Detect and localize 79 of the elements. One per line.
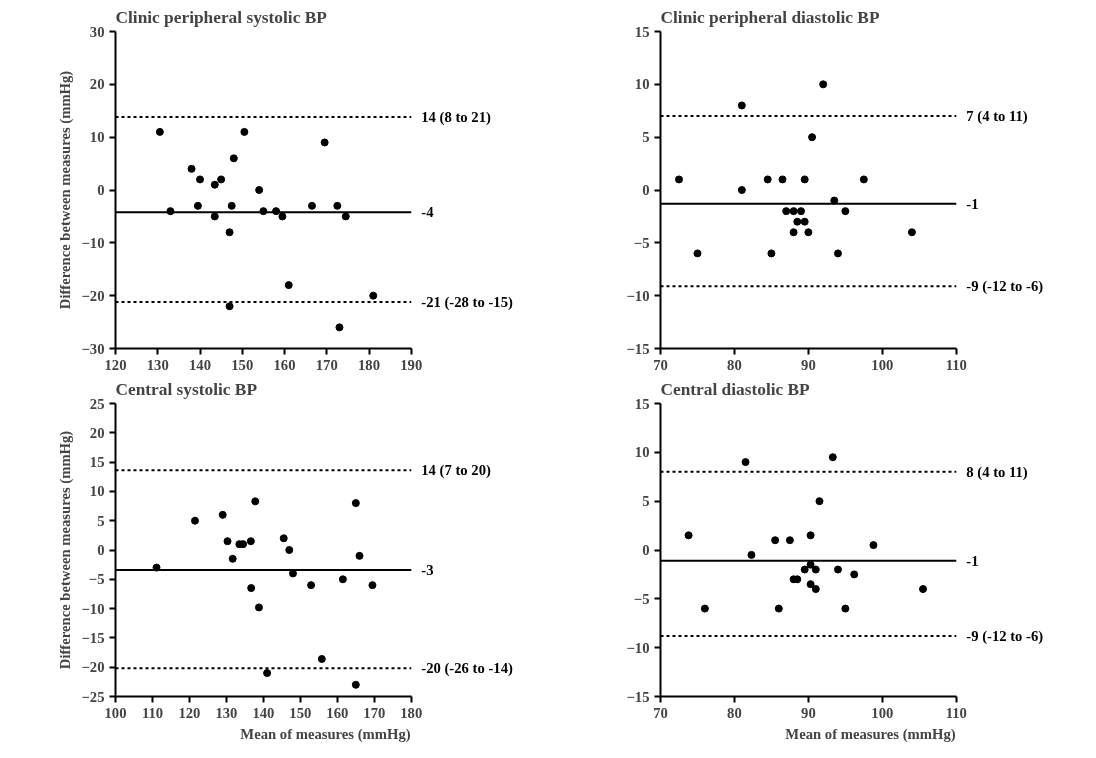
y-tick-label: 5	[642, 129, 650, 146]
ref-line-label: -1	[966, 195, 979, 212]
x-tick-label: 110	[141, 704, 164, 721]
y-axis-title: Difference between measures (mmHg)	[57, 430, 75, 670]
y-tick-label: 20	[89, 76, 105, 93]
y-tick-label: −10	[81, 600, 105, 617]
y-tick-label: 0	[642, 542, 650, 558]
x-tick-label: 100	[871, 704, 894, 721]
y-tick-label: 30	[89, 23, 105, 40]
y-tick-label: 0	[642, 182, 650, 198]
x-axis-title: Mean of measures (mmHg)	[785, 725, 956, 743]
x-tick-label: 170	[315, 356, 338, 373]
x-tick-label: 140	[189, 356, 211, 373]
x-tick-label: 70	[653, 356, 668, 373]
x-tick-label: 80	[727, 704, 742, 721]
ref-line-label: 7 (4 to 11)	[966, 108, 1028, 126]
chart-title: Clinic peripheral diastolic BP	[660, 7, 880, 27]
x-tick-label: 110	[945, 356, 967, 373]
y-axis-title: Difference between measures (mmHg)	[57, 70, 75, 310]
y-tick-label: −15	[626, 688, 650, 705]
x-tick-label: 180	[358, 356, 381, 373]
x-tick-label: 190	[400, 356, 423, 373]
chart-title: Central diastolic BP	[660, 379, 811, 399]
x-tick-label: 130	[146, 356, 169, 373]
y-tick-label: −20	[81, 659, 105, 676]
x-tick-label: 170	[363, 704, 386, 721]
y-tick-label: 15	[634, 395, 650, 412]
x-tick-label: 90	[801, 704, 816, 721]
x-tick-label: 180	[400, 704, 423, 721]
y-tick-label: 25	[89, 395, 105, 412]
ref-line-label: 8 (4 to 11)	[966, 463, 1028, 481]
x-axis-title: Mean of measures (mmHg)	[240, 725, 411, 743]
ref-line-label: -20 (-26 to -14)	[421, 660, 513, 678]
y-tick-label: −15	[81, 629, 105, 646]
y-tick-label: −30	[81, 340, 105, 357]
y-tick-label: −25	[81, 688, 105, 705]
chart-title: Central systolic BP	[115, 379, 258, 399]
ref-line-label: -4	[421, 204, 435, 221]
ref-line-label: -1	[966, 552, 979, 569]
y-tick-label: 10	[634, 444, 650, 461]
y-tick-label: 0	[97, 542, 105, 558]
x-tick-label: 130	[215, 704, 238, 721]
x-tick-label: 120	[178, 704, 201, 721]
x-tick-label: 100	[104, 704, 127, 721]
y-tick-label: 15	[89, 454, 105, 471]
y-tick-label: 10	[634, 76, 650, 93]
ref-line-label: -21 (-28 to -15)	[421, 294, 513, 312]
x-tick-label: 80	[727, 356, 742, 373]
x-tick-label: 100	[871, 356, 894, 373]
ref-line-label: 14 (8 to 21)	[421, 109, 491, 127]
ref-line-label: 14 (7 to 20)	[421, 462, 491, 480]
y-tick-label: −10	[81, 234, 105, 251]
y-tick-label: 10	[89, 129, 105, 146]
y-tick-label: −5	[633, 590, 650, 607]
y-tick-label: 15	[634, 23, 650, 40]
x-tick-label: 160	[273, 356, 296, 373]
y-tick-label: −20	[81, 287, 105, 304]
y-tick-label: 5	[97, 512, 105, 529]
y-tick-label: −10	[626, 287, 650, 304]
ref-line-label: -9 (-12 to -6)	[966, 278, 1044, 296]
ref-line-label: -9 (-12 to -6)	[966, 627, 1044, 645]
x-tick-label: 140	[252, 704, 275, 721]
x-tick-label: 90	[801, 356, 816, 373]
x-tick-label: 120	[104, 356, 127, 373]
x-tick-label: 160	[326, 704, 349, 721]
y-tick-label: −10	[626, 639, 650, 656]
y-tick-label: −5	[633, 234, 650, 251]
chart-title: Clinic peripheral systolic BP	[115, 7, 328, 27]
y-tick-label: 0	[97, 182, 105, 198]
y-tick-label: 10	[89, 483, 105, 500]
x-tick-label: 150	[289, 704, 312, 721]
y-tick-label: −5	[88, 571, 105, 588]
y-tick-label: −15	[626, 340, 650, 357]
x-tick-label: 70	[653, 704, 668, 721]
y-tick-label: 5	[642, 493, 650, 510]
x-tick-label: 110	[945, 704, 967, 721]
x-tick-label: 150	[231, 356, 254, 373]
y-tick-label: 20	[89, 424, 105, 441]
ref-line-label: -3	[421, 561, 434, 578]
